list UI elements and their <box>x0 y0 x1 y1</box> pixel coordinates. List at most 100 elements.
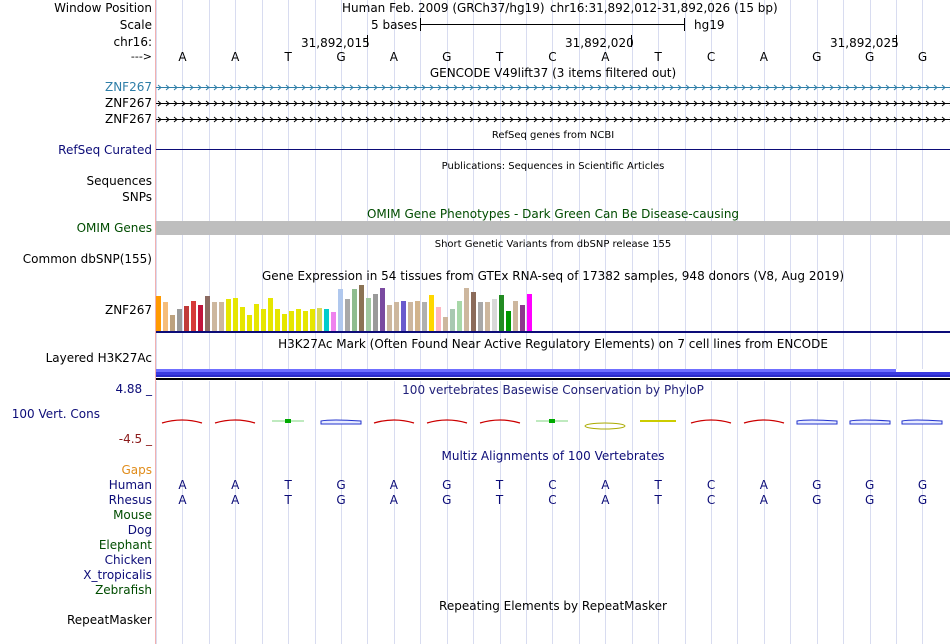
refseq-gene-line[interactable] <box>156 149 950 150</box>
gtex-tissue-bar[interactable] <box>373 294 378 331</box>
label-omim[interactable]: OMIM Genes <box>76 221 152 235</box>
gtex-tissue-bar[interactable] <box>219 302 224 331</box>
gtex-tissue-bar[interactable] <box>191 301 196 331</box>
omim-gene-bar[interactable] <box>156 221 950 235</box>
phylop-title[interactable]: 100 vertebrates Basewise Conservation by… <box>402 383 704 397</box>
gtex-tissue-bar[interactable] <box>394 302 399 331</box>
gtex-tissue-bar[interactable] <box>170 315 175 331</box>
label-gencode-1[interactable]: ZNF267 <box>104 80 152 94</box>
phylop-glyph[interactable] <box>530 414 574 430</box>
label-repeatmasker[interactable]: RepeatMasker <box>66 613 152 627</box>
gtex-tissue-bar[interactable] <box>282 314 287 331</box>
phylop-glyph[interactable] <box>689 414 733 430</box>
gtex-tissue-bar[interactable] <box>429 295 434 331</box>
label-sequences[interactable]: Sequences <box>86 174 152 188</box>
label-elephant[interactable]: Elephant <box>98 538 152 552</box>
phylop-glyph[interactable] <box>742 414 786 430</box>
gtex-tissue-bar[interactable] <box>422 302 427 331</box>
label-snps[interactable]: SNPs <box>122 190 152 204</box>
gtex-tissue-bar[interactable] <box>324 309 329 331</box>
dbsnp-title[interactable]: Short Genetic Variants from dbSNP releas… <box>434 239 672 250</box>
gtex-tissue-bar[interactable] <box>317 308 322 331</box>
gtex-tissue-bar[interactable] <box>338 289 343 331</box>
gtex-tissue-bar[interactable] <box>275 309 280 331</box>
gtex-tissue-bar[interactable] <box>233 298 238 331</box>
label-100-vert-cons[interactable]: 100 Vert. Cons <box>11 407 100 421</box>
gtex-tissue-bar[interactable] <box>331 312 336 331</box>
gtex-tissue-bar[interactable] <box>205 296 210 331</box>
gtex-tissue-bar[interactable] <box>387 305 392 331</box>
gtex-tissue-bar[interactable] <box>184 306 189 331</box>
phylop-glyph[interactable] <box>160 414 204 430</box>
label-gtex-gene[interactable]: ZNF267 <box>104 303 152 317</box>
gtex-tissue-bar[interactable] <box>471 292 476 331</box>
phylop-glyph[interactable] <box>425 414 469 430</box>
gtex-tissue-bar[interactable] <box>310 309 315 331</box>
gencode-transcript-2[interactable] <box>156 98 950 109</box>
h3k27ac-signal[interactable] <box>156 369 950 381</box>
refseq-title[interactable]: RefSeq genes from NCBI <box>491 130 615 141</box>
pubs-title[interactable]: Publications: Sequences in Scientific Ar… <box>441 161 665 172</box>
phylop-signal[interactable] <box>156 414 950 430</box>
gtex-tissue-bar[interactable] <box>240 307 245 331</box>
gtex-tissue-bar[interactable] <box>527 294 532 331</box>
h3k27ac-title[interactable]: H3K27Ac Mark (Often Found Near Active Re… <box>278 337 828 351</box>
phylop-glyph[interactable] <box>636 414 680 430</box>
gtex-tissue-bar[interactable] <box>506 311 511 331</box>
gtex-tissue-bar[interactable] <box>345 299 350 331</box>
gtex-tissue-bar[interactable] <box>261 309 266 331</box>
label-layered-h3k27ac[interactable]: Layered H3K27Ac <box>45 351 152 365</box>
label-strand-arrow[interactable]: ---> <box>130 50 152 63</box>
gtex-tissue-bar[interactable] <box>352 289 357 331</box>
phylop-glyph[interactable] <box>213 414 257 430</box>
phylop-glyph[interactable] <box>848 414 892 430</box>
gtex-title[interactable]: Gene Expression in 54 tissues from GTEx … <box>261 269 845 283</box>
gtex-tissue-bar[interactable] <box>163 302 168 331</box>
gtex-tissue-bar[interactable] <box>450 309 455 331</box>
phylop-glyph[interactable] <box>583 414 627 430</box>
gtex-tissue-bar[interactable] <box>408 302 413 331</box>
phylop-glyph[interactable] <box>795 414 839 430</box>
gtex-tissue-bar[interactable] <box>289 311 294 331</box>
label-x-tropicalis[interactable]: X_tropicalis <box>83 568 152 582</box>
label-human[interactable]: Human <box>108 478 152 492</box>
gtex-tissue-bar[interactable] <box>268 298 273 331</box>
label-rhesus[interactable]: Rhesus <box>108 493 152 507</box>
label-gencode-2[interactable]: ZNF267 <box>104 96 152 110</box>
gtex-bar-chart[interactable] <box>156 284 950 331</box>
gtex-tissue-bar[interactable] <box>464 288 469 331</box>
gtex-tissue-bar[interactable] <box>359 285 364 331</box>
phylop-glyph[interactable] <box>266 414 310 430</box>
gtex-tissue-bar[interactable] <box>380 288 385 331</box>
gtex-tissue-bar[interactable] <box>436 307 441 331</box>
gtex-tissue-bar[interactable] <box>247 315 252 331</box>
gtex-tissue-bar[interactable] <box>303 311 308 331</box>
gtex-tissue-bar[interactable] <box>177 309 182 331</box>
phylop-glyph[interactable] <box>900 414 944 430</box>
phylop-glyph[interactable] <box>478 414 522 430</box>
gtex-tissue-bar[interactable] <box>401 301 406 331</box>
omim-title[interactable]: OMIM Gene Phenotypes - Dark Green Can Be… <box>366 207 740 221</box>
label-dbsnp[interactable]: Common dbSNP(155) <box>22 252 152 266</box>
gtex-tissue-bar[interactable] <box>513 301 518 331</box>
gencode-transcript-1[interactable] <box>156 82 950 93</box>
phylop-glyph[interactable] <box>319 414 363 430</box>
label-zebrafish[interactable]: Zebrafish <box>95 583 152 597</box>
gtex-tissue-bar[interactable] <box>520 305 525 331</box>
label-gaps[interactable]: Gaps <box>121 463 152 477</box>
gencode-title[interactable]: GENCODE V49lift37 (3 items filtered out) <box>429 66 677 80</box>
gtex-tissue-bar[interactable] <box>156 296 161 331</box>
multiz-title[interactable]: Multiz Alignments of 100 Vertebrates <box>441 449 665 463</box>
gtex-tissue-bar[interactable] <box>457 301 462 331</box>
gtex-tissue-bar[interactable] <box>254 304 259 331</box>
gtex-tissue-bar[interactable] <box>198 305 203 331</box>
label-refseq[interactable]: RefSeq Curated <box>58 143 152 157</box>
label-gencode-3[interactable]: ZNF267 <box>104 112 152 126</box>
gtex-tissue-bar[interactable] <box>478 302 483 331</box>
gtex-tissue-bar[interactable] <box>443 317 448 331</box>
gtex-tissue-bar[interactable] <box>366 298 371 331</box>
phylop-glyph[interactable] <box>372 414 416 430</box>
gtex-tissue-bar[interactable] <box>485 302 490 331</box>
gtex-tissue-bar[interactable] <box>212 302 217 331</box>
label-dog[interactable]: Dog <box>127 523 152 537</box>
